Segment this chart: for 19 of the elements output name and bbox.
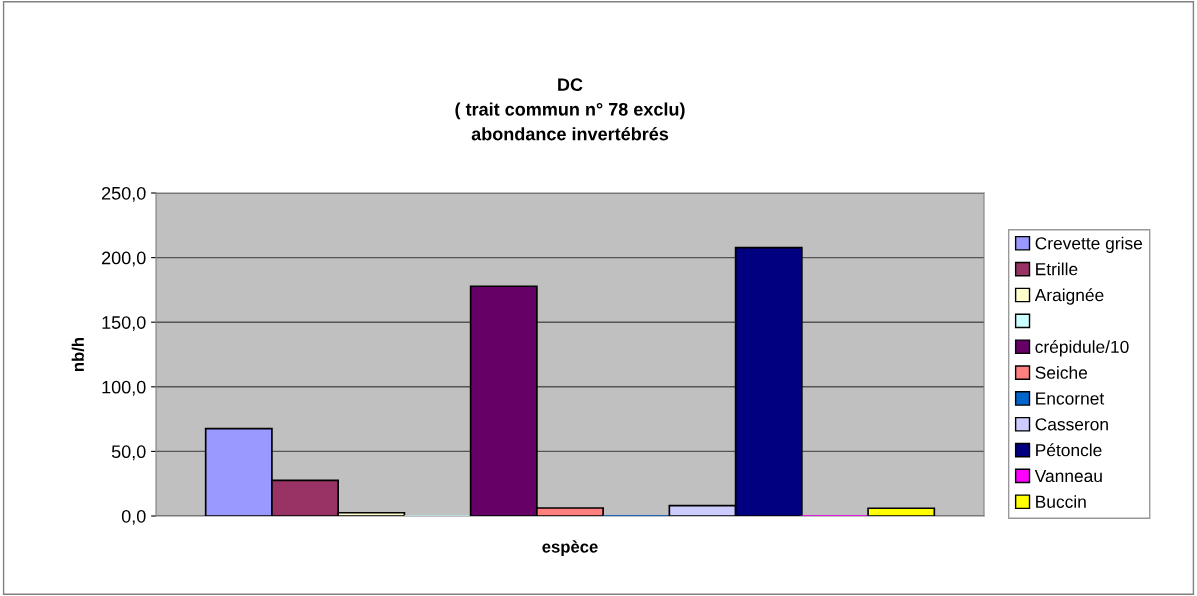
legend-label: Pétoncle — [1036, 443, 1102, 457]
legend-label: Casseron — [1035, 418, 1108, 431]
y-axis-title: nb/h — [71, 337, 85, 371]
y-tick-label: 200,0 — [102, 251, 146, 267]
y-tick-label: 250,0 — [102, 186, 146, 202]
legend-label: crépidule/10 — [1035, 340, 1129, 357]
legend-label: Seiche — [1035, 366, 1088, 379]
legend-label: Buccin — [1036, 495, 1086, 508]
legend-label: Etrille — [1036, 262, 1078, 276]
y-tick-label: 100,0 — [102, 380, 146, 396]
legend-label: Vanneau — [1034, 470, 1102, 483]
legend-label: Encornet — [1036, 392, 1105, 405]
chart-title: DC ( trait commun n° 78 exclu) abondance invertébrés — [455, 78, 685, 141]
x-axis-title: espèce — [542, 540, 598, 556]
y-tick-label: 150,0 — [102, 316, 146, 332]
legend-label: Araignée — [1034, 288, 1104, 305]
y-tick-label: 50,0 — [111, 445, 146, 461]
legend-label: Crevette grise — [1035, 236, 1143, 253]
y-tick-label: 0,0 — [121, 509, 146, 525]
